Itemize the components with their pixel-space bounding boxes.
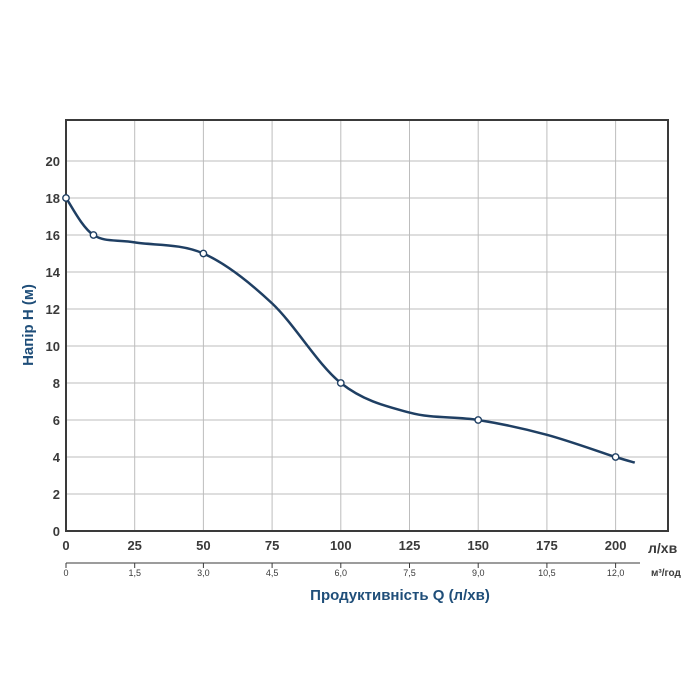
y-tick-label: 2 <box>53 487 60 502</box>
x-tick-label: 100 <box>330 538 352 553</box>
x-tick-label: 0 <box>62 538 69 553</box>
data-point <box>199 249 208 258</box>
y-tick-label: 16 <box>46 228 60 243</box>
secondary-tick-label: 1,5 <box>128 568 141 578</box>
data-point <box>611 453 620 461</box>
y-tick-label: 6 <box>53 413 60 428</box>
secondary-tick-label: 7,5 <box>403 568 416 578</box>
grid <box>66 120 668 531</box>
y-axis-ticks: 0 2 4 6 8 10 12 14 16 18 20 <box>46 154 61 539</box>
x-axis-ticks: 0 25 50 75 100 125 150 175 200 <box>62 538 626 553</box>
y-tick-label: 10 <box>46 339 60 354</box>
x-tick-label: 75 <box>265 538 279 553</box>
y-tick-label: 12 <box>46 302 60 317</box>
secondary-tick-label: 9,0 <box>472 568 485 578</box>
x-tick-label: 25 <box>127 538 141 553</box>
secondary-tick-label: 6,0 <box>335 568 348 578</box>
x-tick-label: 175 <box>536 538 558 553</box>
secondary-x-axis: 0 1,5 3,0 4,5 6,0 7,5 9,0 10,5 12,0 <box>63 562 640 578</box>
y-tick-label: 8 <box>53 376 60 391</box>
x-tick-label: 200 <box>605 538 627 553</box>
y-tick-label: 20 <box>46 154 60 169</box>
secondary-tick-label: 10,5 <box>538 568 556 578</box>
y-axis-title: Напір H (м) <box>20 284 37 366</box>
y-tick-label: 0 <box>53 524 60 539</box>
data-point <box>89 231 98 239</box>
x-axis-title: Продуктивність Q (л/хв) <box>310 587 490 604</box>
curve-markers <box>62 194 620 461</box>
plot-frame <box>65 119 669 532</box>
secondary-tick-label: 12,0 <box>607 568 625 578</box>
y-tick-label: 14 <box>46 265 61 280</box>
y-tick-label: 4 <box>53 450 61 465</box>
data-point <box>62 194 70 202</box>
x-unit-label: л/хв <box>648 540 678 556</box>
secondary-x-unit-label: м³/год <box>651 568 682 579</box>
head-curve <box>64 197 636 464</box>
x-tick-label: 150 <box>467 538 489 553</box>
data-point <box>474 416 483 424</box>
secondary-tick-label: 3,0 <box>197 568 210 578</box>
x-tick-label: 50 <box>196 538 210 553</box>
secondary-tick-label: 0 <box>63 568 68 578</box>
data-point <box>336 379 345 387</box>
secondary-tick-label: 4,5 <box>266 568 279 578</box>
y-tick-label: 18 <box>46 191 60 206</box>
x-tick-label: 125 <box>399 538 421 553</box>
